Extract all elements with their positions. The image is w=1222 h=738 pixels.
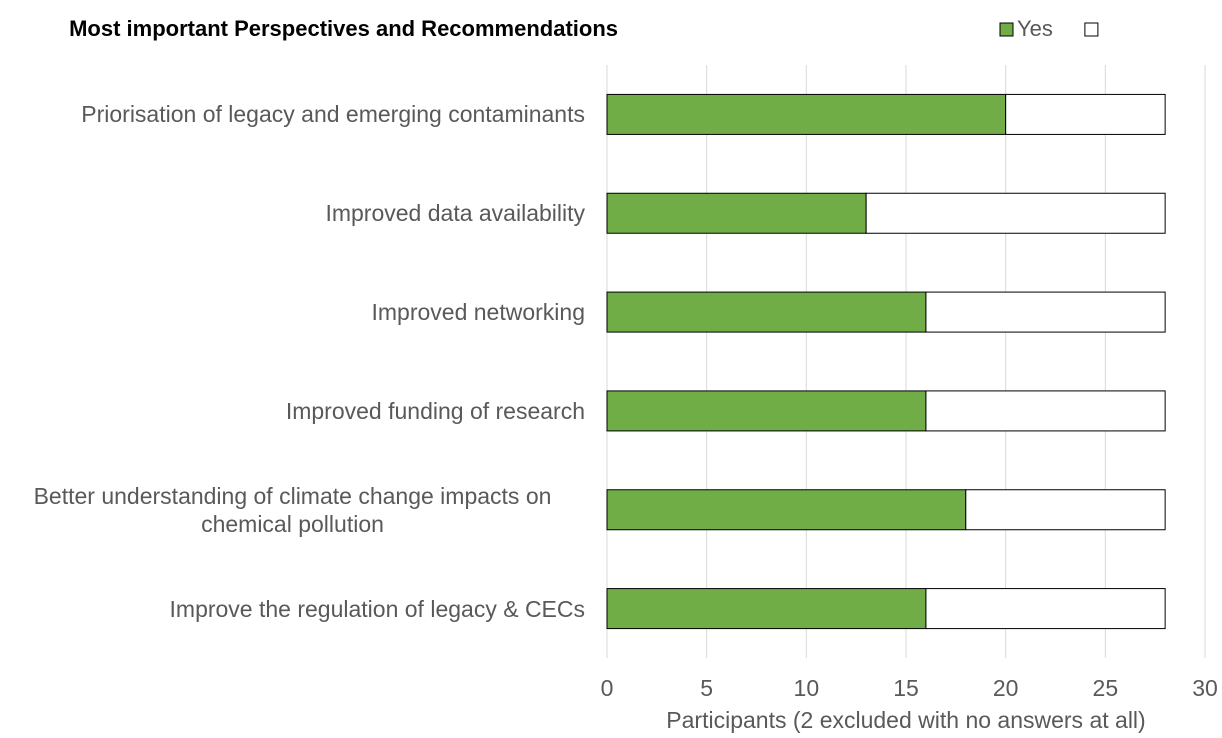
bar [606,390,927,432]
bar [925,588,1166,630]
x-tick-label: 5 [700,675,713,701]
legend-swatch [1084,22,1099,37]
bar [925,390,1166,432]
y-tick-label: Improved funding of research [285,397,585,424]
x-tick-label: 25 [1093,675,1119,701]
x-tick-label: 0 [601,675,614,701]
bar [965,489,1166,531]
bar [606,588,927,630]
x-axis-label: Participants (2 excluded with no answers… [666,707,1145,733]
x-tick-label: 10 [794,675,820,701]
bar [1005,93,1166,135]
bar [925,291,1166,333]
bar [606,192,867,234]
x-tick-label: 20 [993,675,1019,701]
y-tick-label: Improved networking [371,299,586,326]
bar [606,291,927,333]
legend-swatch [999,22,1014,37]
x-tick-label: 30 [1192,675,1218,701]
chart-title: Most important Perspectives and Recommen… [69,16,618,41]
bar [865,192,1166,234]
y-tick-label: Improve the regulation of legacy & CECs [169,595,585,622]
y-tick-label: Priorisation of legacy and emerging cont… [81,101,585,128]
bar [606,93,1007,135]
x-tick-label: 15 [893,675,919,701]
y-tick-label: Better understanding of climate change i… [33,482,552,537]
legend-label: Yes [1017,16,1053,41]
bar [606,489,967,531]
y-tick-label: Improved data availability [325,200,585,227]
